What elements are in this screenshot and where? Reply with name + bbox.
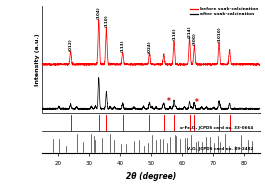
Text: V₂O₅ JCPDS card no. 89-2482: V₂O₅ JCPDS card no. 89-2482 bbox=[187, 147, 253, 151]
Text: (214): (214) bbox=[188, 25, 192, 38]
Text: *: * bbox=[195, 98, 199, 107]
Text: (012): (012) bbox=[69, 38, 73, 51]
Legend: before soak-calcination, after soak-calcination: before soak-calcination, after soak-calc… bbox=[189, 7, 259, 17]
Text: (116): (116) bbox=[172, 28, 176, 40]
Text: 2θ (degree): 2θ (degree) bbox=[126, 172, 176, 181]
Text: (300): (300) bbox=[192, 32, 196, 45]
Text: (1010): (1010) bbox=[217, 26, 221, 42]
Text: α-Fe₂O₃ JCPDS card no. 33-0664: α-Fe₂O₃ JCPDS card no. 33-0664 bbox=[180, 126, 253, 130]
Text: (104): (104) bbox=[97, 6, 101, 19]
Y-axis label: Intensity (a.u.): Intensity (a.u.) bbox=[35, 33, 40, 86]
Text: (113): (113) bbox=[121, 39, 125, 52]
Text: (110): (110) bbox=[104, 15, 108, 27]
Text: *: * bbox=[167, 97, 171, 106]
Text: (024): (024) bbox=[148, 40, 152, 53]
